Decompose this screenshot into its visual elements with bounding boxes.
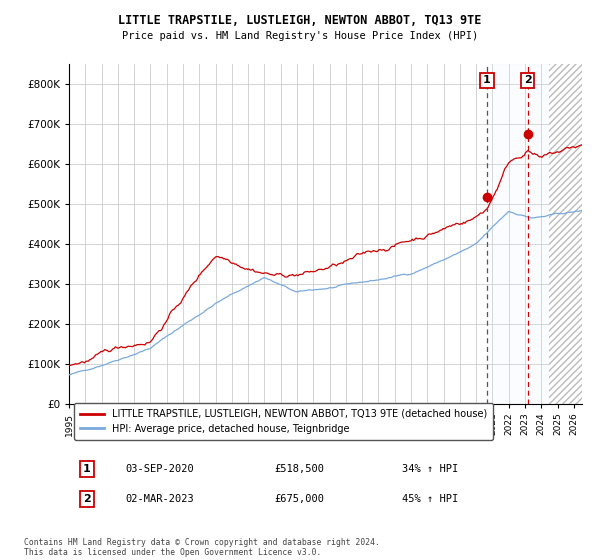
Text: Contains HM Land Registry data © Crown copyright and database right 2024.
This d: Contains HM Land Registry data © Crown c…: [24, 538, 380, 557]
Text: £675,000: £675,000: [274, 494, 324, 504]
Bar: [487, 64, 582, 404]
Text: 03-SEP-2020: 03-SEP-2020: [125, 464, 194, 474]
Text: £518,500: £518,500: [274, 464, 324, 474]
Text: 1: 1: [483, 76, 491, 85]
Text: 2: 2: [83, 494, 91, 504]
Text: 2: 2: [524, 76, 532, 85]
Text: 1: 1: [83, 464, 91, 474]
Text: 45% ↑ HPI: 45% ↑ HPI: [403, 494, 459, 504]
Legend: LITTLE TRAPSTILE, LUSTLEIGH, NEWTON ABBOT, TQ13 9TE (detached house), HPI: Avera: LITTLE TRAPSTILE, LUSTLEIGH, NEWTON ABBO…: [74, 403, 493, 440]
Bar: [550, 64, 582, 404]
Text: 34% ↑ HPI: 34% ↑ HPI: [403, 464, 459, 474]
Text: Price paid vs. HM Land Registry's House Price Index (HPI): Price paid vs. HM Land Registry's House …: [122, 31, 478, 41]
Text: 02-MAR-2023: 02-MAR-2023: [125, 494, 194, 504]
Text: LITTLE TRAPSTILE, LUSTLEIGH, NEWTON ABBOT, TQ13 9TE: LITTLE TRAPSTILE, LUSTLEIGH, NEWTON ABBO…: [118, 14, 482, 27]
